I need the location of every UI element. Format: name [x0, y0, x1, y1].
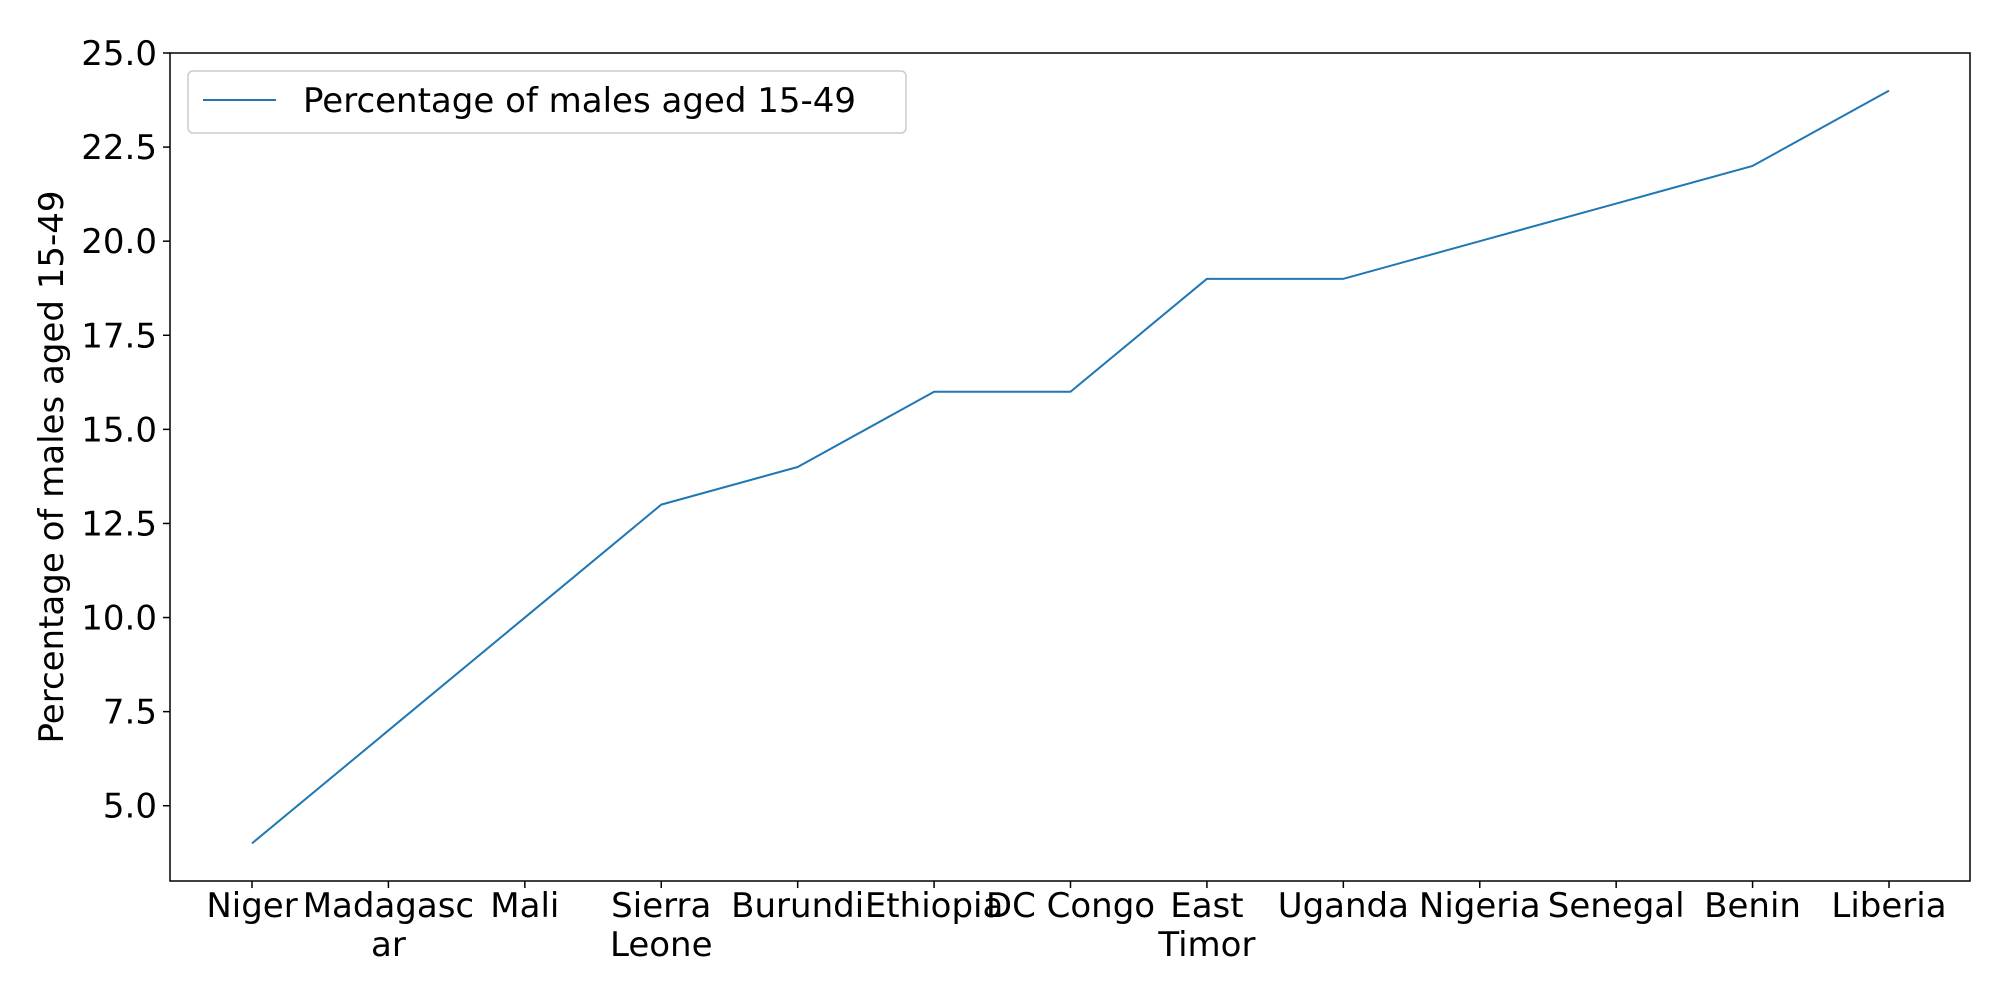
y-tick-label: 12.5	[81, 504, 157, 544]
x-tick-label: Burundi	[731, 886, 864, 926]
x-tick-label-line: Uganda	[1278, 886, 1409, 926]
x-tick-label: Nigeria	[1419, 886, 1541, 926]
legend-label: Percentage of males aged 15-49	[303, 81, 856, 121]
x-tick-label-line: ar	[371, 925, 406, 965]
x-tick-label-line: DC Congo	[986, 886, 1155, 926]
x-tick-label-line: Mali	[490, 886, 559, 926]
x-tick-label: Madagasc ar	[303, 886, 474, 965]
x-tick-label: Uganda	[1278, 886, 1409, 926]
x-tick-label-line: Liberia	[1831, 886, 1946, 926]
x-tick-label-line: Timor	[1157, 925, 1255, 965]
x-tick-label: DC Congo	[986, 886, 1155, 926]
x-tick-label-line: Sierra	[611, 886, 711, 926]
y-tick-label: 10.0	[81, 599, 157, 639]
y-tick-label: 5.0	[103, 787, 157, 827]
x-tick-label-line: Ethiopia	[865, 886, 1003, 926]
legend: Percentage of males aged 15-49	[187, 70, 907, 134]
y-tick-label: 7.5	[103, 693, 157, 733]
y-tick-label: 22.5	[81, 128, 157, 168]
y-tick-label: 20.0	[81, 222, 157, 262]
x-tick-label: Senegal	[1548, 886, 1685, 926]
y-tick-label: 15.0	[81, 410, 157, 450]
x-tick-label: Ethiopia	[865, 886, 1003, 926]
x-tick-label-line: East	[1170, 886, 1243, 926]
x-tick-label-line: Senegal	[1548, 886, 1685, 926]
x-tick-label: Benin	[1704, 886, 1801, 926]
y-axis-ticks: 5.0 7.5 10.0 12.5 15.0 17.5 20.0 22.5 25.0	[81, 34, 170, 827]
x-axis-ticks: Niger Madagasc ar Mali Sierra Leone Burundi Eth…	[206, 881, 1947, 965]
series-layer	[251, 89, 1890, 845]
x-tick-label-line: Burundi	[731, 886, 864, 926]
x-tick-label-line: Leone	[610, 925, 713, 965]
series-line	[251, 89, 1890, 845]
y-axis-title: Percentage of males aged 15-49	[32, 190, 72, 743]
x-tick-label: Niger	[206, 886, 297, 926]
x-tick-label-line: Niger	[206, 886, 297, 926]
y-tick-label: 17.5	[81, 316, 157, 356]
x-tick-label-line: Madagasc	[303, 886, 474, 926]
plot-frame	[169, 52, 1971, 882]
x-tick-label: Liberia	[1831, 886, 1946, 926]
x-tick-label: East Timor	[1157, 886, 1255, 965]
x-tick-label: Mali	[490, 886, 559, 926]
x-tick-label-line: Benin	[1704, 886, 1801, 926]
legend-box	[187, 70, 907, 134]
x-tick-label-line: Nigeria	[1419, 886, 1541, 926]
y-tick-label: 25.0	[81, 34, 157, 74]
x-tick-label: Sierra Leone	[610, 886, 713, 965]
